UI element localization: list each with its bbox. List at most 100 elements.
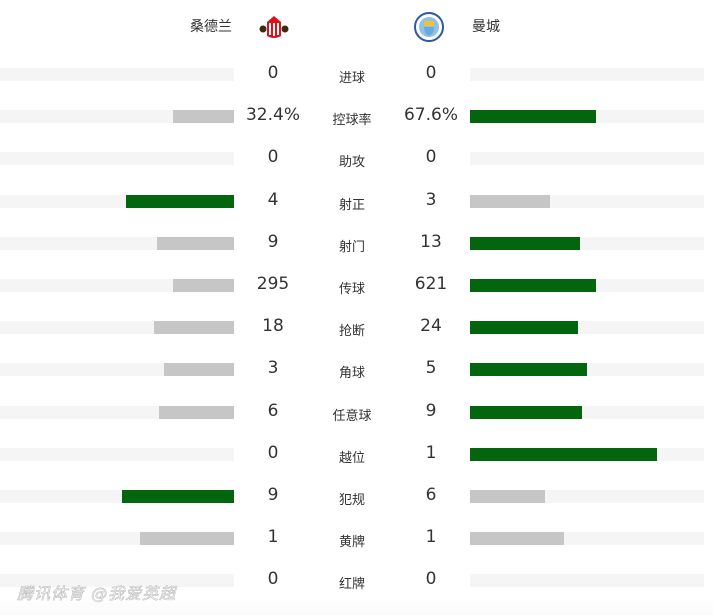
away-bar-fill <box>470 110 597 124</box>
home-value: 4 <box>267 189 279 210</box>
away-value: 0 <box>425 63 437 83</box>
home-value: 9 <box>267 485 279 505</box>
away-bar-track <box>470 236 704 250</box>
home-bar-fill <box>156 236 234 250</box>
away-bar-track <box>470 447 704 461</box>
home-team-name: 桑德兰 <box>190 19 232 35</box>
away-value: 0 <box>425 569 437 590</box>
away-bar-fill <box>470 321 578 335</box>
stat-row: 32.4% 控球率 67.6% <box>0 105 713 129</box>
away-bar-track <box>470 279 704 292</box>
home-bar-track <box>0 152 234 166</box>
away-bar-track <box>470 110 704 124</box>
home-value: 0 <box>267 569 279 590</box>
home-bar-fill <box>140 532 234 546</box>
away-bar-fill <box>470 447 658 461</box>
home-bar-track <box>0 490 234 503</box>
away-value: 3 <box>425 189 437 210</box>
home-value: 18 <box>262 316 284 337</box>
away-bar-track <box>470 490 704 503</box>
home-value: 9 <box>267 231 279 252</box>
stat-label: 红牌 <box>338 577 365 593</box>
away-team-name: 曼城 <box>472 19 500 35</box>
home-bar-track <box>0 532 234 546</box>
away-bar-track <box>470 321 704 335</box>
home-bar-fill <box>163 363 234 377</box>
home-value: 0 <box>267 63 279 83</box>
home-bar-fill <box>121 490 234 503</box>
home-value: 0 <box>267 147 279 168</box>
away-value: 621 <box>414 274 448 294</box>
home-value: 6 <box>267 400 279 421</box>
stat-label: 进球 <box>338 71 365 86</box>
home-bar-track <box>0 110 234 124</box>
stat-label: 控球率 <box>332 113 372 129</box>
home-bar-track <box>0 574 234 588</box>
stat-row: 4 射正 3 <box>0 189 713 213</box>
away-value: 1 <box>425 442 437 463</box>
away-value: 67.6% <box>403 105 458 126</box>
home-bar-fill <box>173 279 234 292</box>
stat-label: 越位 <box>338 450 365 466</box>
away-value: 13 <box>420 231 442 252</box>
stat-row: 0 进球 0 <box>0 63 713 86</box>
sunderland-crest-icon <box>259 16 289 38</box>
home-bar-track <box>0 236 234 250</box>
away-bar-track <box>470 532 704 546</box>
stat-row: 1 黄牌 1 <box>0 527 713 551</box>
home-value: 1 <box>267 527 279 548</box>
stat-row: 6 任意球 9 <box>0 400 713 424</box>
away-bar-fill <box>470 363 587 377</box>
away-value: 9 <box>425 400 437 421</box>
away-bar-fill <box>470 236 580 250</box>
home-value: 295 <box>256 274 290 294</box>
home-bar-track <box>0 405 234 419</box>
home-bar-fill <box>154 321 234 335</box>
away-value: 6 <box>425 485 437 505</box>
away-value: 1 <box>425 527 437 548</box>
stat-label: 射门 <box>338 239 365 255</box>
home-bar-track <box>0 68 234 81</box>
away-bar-fill <box>470 532 564 546</box>
away-value: 5 <box>425 358 437 379</box>
away-value: 24 <box>420 316 442 337</box>
home-value: 32.4% <box>245 105 300 126</box>
away-bar-track <box>470 363 704 377</box>
stat-label: 传球 <box>338 282 365 297</box>
stat-label: 射正 <box>338 197 365 213</box>
stat-label: 黄牌 <box>338 535 365 551</box>
home-bar-fill <box>126 194 234 208</box>
away-value: 0 <box>425 147 437 168</box>
stat-row: 9 射门 13 <box>0 231 713 255</box>
stat-label: 角球 <box>338 366 365 382</box>
home-bar-track <box>0 363 234 377</box>
away-bar-track <box>470 574 704 588</box>
away-bar-fill <box>470 490 545 503</box>
stat-label: 抢断 <box>338 324 365 340</box>
stat-row: 295 传球 621 <box>0 274 713 297</box>
away-bar-fill <box>470 279 597 292</box>
home-bar-track <box>0 447 234 461</box>
manchester-city-crest-icon <box>414 12 444 42</box>
away-bar-fill <box>470 405 583 419</box>
stat-row: 9 犯规 6 <box>0 485 713 508</box>
stat-row: 0 越位 1 <box>0 442 713 466</box>
home-value: 0 <box>267 442 279 463</box>
home-bar-track <box>0 321 234 335</box>
stat-row: 3 角球 5 <box>0 358 713 382</box>
stat-label: 任意球 <box>332 408 372 424</box>
stat-row: 18 抢断 24 <box>0 316 713 340</box>
stat-label: 犯规 <box>338 493 365 508</box>
away-bar-fill <box>470 194 550 208</box>
away-bar-track <box>470 194 704 208</box>
away-bar-track <box>470 68 704 81</box>
home-bar-fill <box>173 110 234 124</box>
stat-row: 0 助攻 0 <box>0 147 713 171</box>
home-bar-fill <box>159 405 234 419</box>
away-bar-track <box>470 152 704 166</box>
home-bar-track <box>0 279 234 292</box>
stat-label: 助攻 <box>338 155 365 171</box>
home-value: 3 <box>267 358 279 379</box>
away-bar-track <box>470 405 704 419</box>
home-bar-track <box>0 194 234 208</box>
